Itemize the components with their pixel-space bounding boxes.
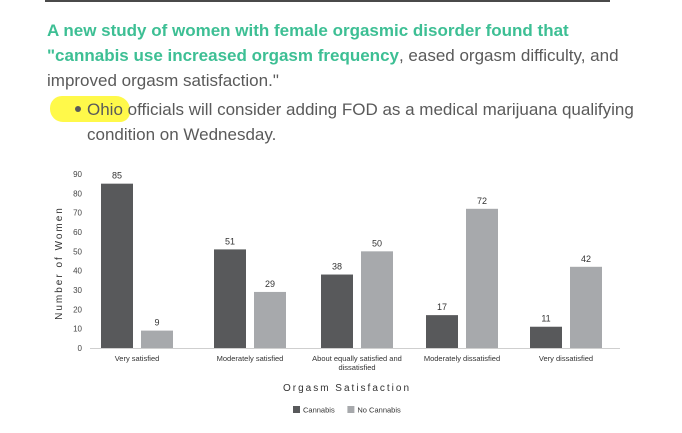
category-label: dissatisfied [338,363,375,372]
headline-bold-text: A new study of women with female orgasmi… [47,21,569,65]
y-tick-label: 40 [73,267,82,276]
bullet-highlight-text: Ohio [87,100,123,119]
category-label: Moderately dissatisfied [424,354,500,363]
y-tick-label: 20 [73,305,82,314]
bar-cannabis [101,183,133,348]
bar-chart: 0 10 20 30 40 50 60 70 80 90 Number of Women 85 9 Ver… [54,170,620,415]
bar-value-label: 42 [581,254,591,264]
bar-value-label: 72 [477,196,487,206]
bullet-dot-icon [75,106,81,112]
top-divider [45,0,610,2]
legend-label: No Cannabis [357,406,401,415]
y-tick-label: 60 [73,228,82,237]
y-tick-label: 30 [73,286,82,295]
bar-value-label: 9 [154,318,159,328]
bar-cannabis [426,315,458,348]
bar-cannabis [530,326,562,348]
y-tick-label: 90 [73,170,82,179]
bullet-item: Ohio officials will consider adding FOD … [47,96,647,147]
category-label: Moderately satisfied [217,354,284,363]
bar-value-label: 50 [372,238,382,248]
y-axis-title: Number of Women [54,206,65,320]
y-tick-label: 10 [73,325,82,334]
bar-value-label: 51 [225,236,235,246]
headline-rest-text: , eased orgasm difficulty, and improved … [47,46,619,90]
bar-value-label: 11 [541,314,550,324]
x-axis-title: Orgasm Satisfaction [283,383,411,394]
category-label: Very dissatisfied [539,354,593,363]
bar-cannabis [214,249,246,348]
y-tick-label: 50 [73,247,82,256]
bar-value-label: 38 [332,262,342,272]
bar-no-cannabis [361,251,393,348]
bar-no-cannabis [570,266,602,348]
legend-swatch [347,406,355,413]
bar-no-cannabis [466,208,498,348]
bar-no-cannabis [254,291,286,348]
bar-no-cannabis [141,330,173,348]
bar-cannabis [321,274,353,348]
yellow-highlight-mark [50,96,130,122]
category-label: Very satisfied [115,354,160,363]
article-text: A new study of women with female orgasmi… [47,18,647,147]
bullet-rest-text: officials will consider adding FOD as a … [87,100,634,144]
headline: A new study of women with female orgasmi… [47,18,647,93]
legend-swatch [293,406,300,413]
bar-value-label: 85 [112,171,122,181]
legend-label: Cannabis [303,406,335,415]
y-tick-label: 70 [73,209,82,218]
category-label: About equally satisfied and [312,354,402,363]
bar-value-label: 29 [265,279,275,289]
bar-value-label: 17 [437,302,447,312]
y-tick-label: 80 [73,189,82,198]
y-tick-label: 0 [78,344,83,353]
